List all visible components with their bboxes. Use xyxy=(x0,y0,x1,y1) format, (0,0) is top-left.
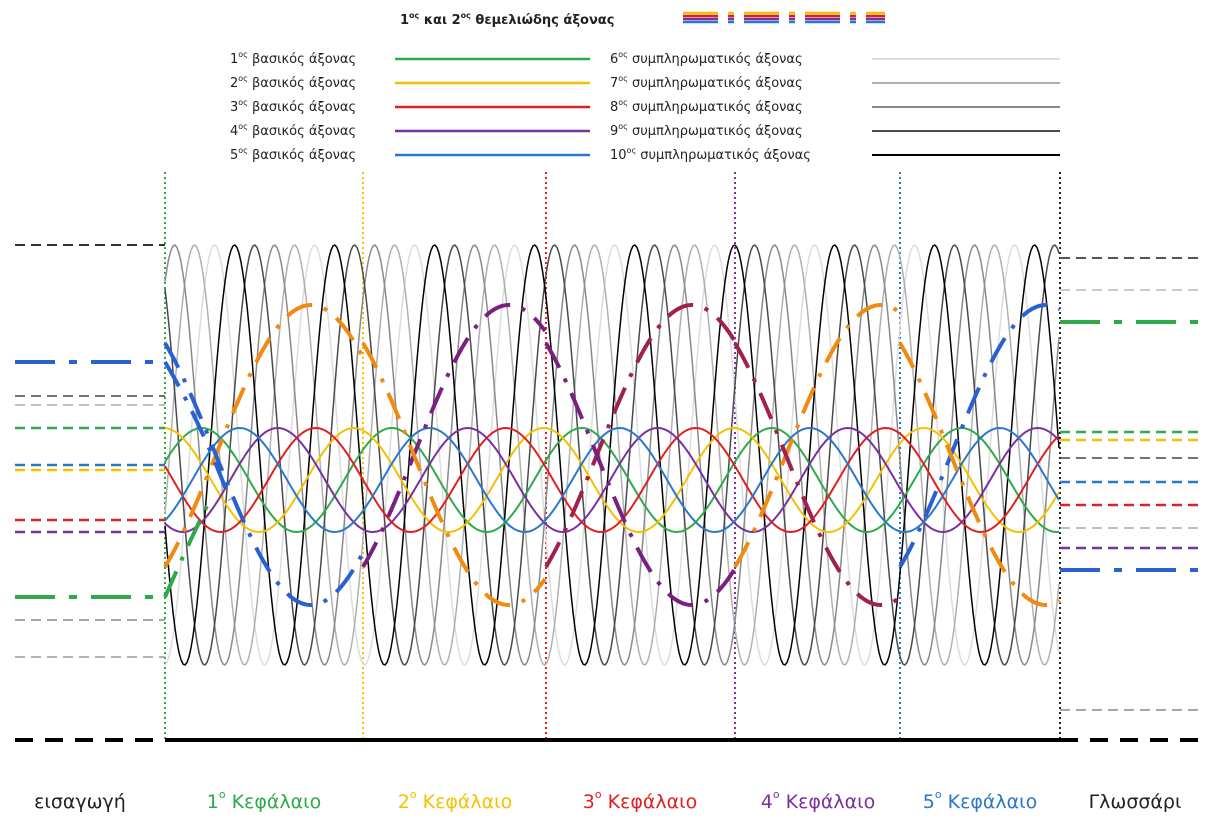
basic-wave xyxy=(164,426,1060,534)
complementary-wave xyxy=(164,244,1060,666)
complementary-wave xyxy=(164,244,1060,666)
section-label: 2ο Κεφάλαιο xyxy=(398,788,512,813)
legend-sup: ος xyxy=(238,146,248,155)
legend-text: συμπληρωματικός άξονας xyxy=(628,52,803,67)
legend-text: συμπληρωματικός άξονας xyxy=(628,100,803,115)
legend-sup: ος xyxy=(618,122,628,131)
fundamental-wave xyxy=(898,342,1061,608)
section-num: 5 xyxy=(923,791,935,813)
section-num: 3 xyxy=(583,791,595,813)
section-num: 2 xyxy=(398,791,410,813)
legend-text: βασικός άξονας xyxy=(248,76,356,91)
legend-label: 7ος συμπληρωματικός άξονας xyxy=(610,74,803,91)
legend-sup: ος xyxy=(238,98,248,107)
section-text: Κεφάλαιο xyxy=(226,791,322,813)
basic-wave xyxy=(164,426,1060,534)
fundamental-wave xyxy=(163,360,232,501)
fundamental-wave xyxy=(361,302,547,568)
section-text: Κεφάλαιο xyxy=(942,791,1038,813)
section-label: 4ο Κεφάλαιο xyxy=(761,788,875,813)
fundamental-wave xyxy=(163,499,212,598)
section-text: Κεφάλαιο xyxy=(417,791,513,813)
section-text: Κεφάλαιο xyxy=(602,791,698,813)
title-part: 1 xyxy=(400,13,409,28)
legend-sup: ος xyxy=(238,50,248,59)
legend-num: 7 xyxy=(610,76,618,91)
section-text: Γλωσσάρι xyxy=(1089,791,1182,813)
section-text: εισαγωγή xyxy=(34,791,126,813)
legend-num: 2 xyxy=(230,76,238,91)
section-sup: ο xyxy=(410,788,417,801)
legend-text: συμπληρωματικός άξονας xyxy=(636,148,811,163)
legend-sup: ος xyxy=(238,74,248,83)
legend-num: 8 xyxy=(610,100,618,115)
fundamental-wave xyxy=(361,342,547,608)
legend-text: βασικός άξονας xyxy=(248,148,356,163)
fundamental-wave xyxy=(733,342,901,608)
complementary-wave xyxy=(164,244,1060,666)
legend-text: συμπληρωματικός άξονας xyxy=(628,124,803,139)
section-label: 5ο Κεφάλαιο xyxy=(923,788,1037,813)
complementary-wave xyxy=(164,244,1060,666)
legend-label: 2ος βασικός άξονας xyxy=(230,74,356,91)
fundamental-wave xyxy=(544,302,736,568)
section-label: 1ο Κεφάλαιο xyxy=(207,788,321,813)
legend-label: 6ος συμπληρωματικός άξονας xyxy=(610,50,803,67)
legend-text: συμπληρωματικός άξονας xyxy=(628,76,803,91)
legend-num: 3 xyxy=(230,100,238,115)
basic-wave xyxy=(164,426,1060,534)
section-sup: ο xyxy=(935,788,942,801)
legend-text: βασικός άξονας xyxy=(248,52,356,67)
section-sup: ο xyxy=(773,788,780,801)
fundamental-wave xyxy=(544,342,736,608)
basic-wave xyxy=(164,426,1060,534)
basic-wave xyxy=(164,426,1060,534)
fundamental-wave xyxy=(163,302,365,568)
legend-num: 6 xyxy=(610,52,618,67)
section-label: Γλωσσάρι xyxy=(1089,791,1182,813)
section-num: 4 xyxy=(761,791,773,813)
complementary-wave xyxy=(164,244,1060,666)
fundamental-wave xyxy=(733,302,901,568)
legend-sup: ος xyxy=(238,122,248,131)
legend-label: 8ος συμπληρωματικός άξονας xyxy=(610,98,803,115)
legend-num: 4 xyxy=(230,124,238,139)
section-label: 3ο Κεφάλαιο xyxy=(583,788,697,813)
legend-label: 5ος βασικός άξονας xyxy=(230,146,356,163)
title-part: και 2 xyxy=(419,13,460,28)
legend-label: 4ος βασικός άξονας xyxy=(230,122,356,139)
title-part: ος xyxy=(461,11,471,20)
legend-text: βασικός άξονας xyxy=(248,100,356,115)
section-label: εισαγωγή xyxy=(34,791,126,813)
legend-label: 9ος συμπληρωματικός άξονας xyxy=(610,122,803,139)
fundamental-wave xyxy=(163,342,365,608)
section-num: 1 xyxy=(207,791,219,813)
legend-sup: ος xyxy=(618,50,628,59)
title-part: ος xyxy=(409,11,419,20)
legend-num: 1 xyxy=(230,52,238,67)
section-sup: ο xyxy=(595,788,602,801)
legend-text: βασικός άξονας xyxy=(248,124,356,139)
legend-label: 10ος συμπληρωματικός άξονας xyxy=(610,146,811,163)
legend-sup: ος xyxy=(618,74,628,83)
legend-sup: ος xyxy=(618,98,628,107)
legend-title: 1ος και 2ος θεμελιώδης άξονας xyxy=(400,11,614,28)
legend-sup: ος xyxy=(627,146,637,155)
legend-label: 1ος βασικός άξονας xyxy=(230,50,356,67)
section-text: Κεφάλαιο xyxy=(780,791,876,813)
legend-num: 10 xyxy=(610,148,627,163)
title-part: θεμελιώδης άξονας xyxy=(471,13,615,28)
fundamental-wave xyxy=(898,302,1061,568)
legend-num: 5 xyxy=(230,148,238,163)
legend-num: 9 xyxy=(610,124,618,139)
section-sup: ο xyxy=(219,788,226,801)
legend-label: 3ος βασικός άξονας xyxy=(230,98,356,115)
